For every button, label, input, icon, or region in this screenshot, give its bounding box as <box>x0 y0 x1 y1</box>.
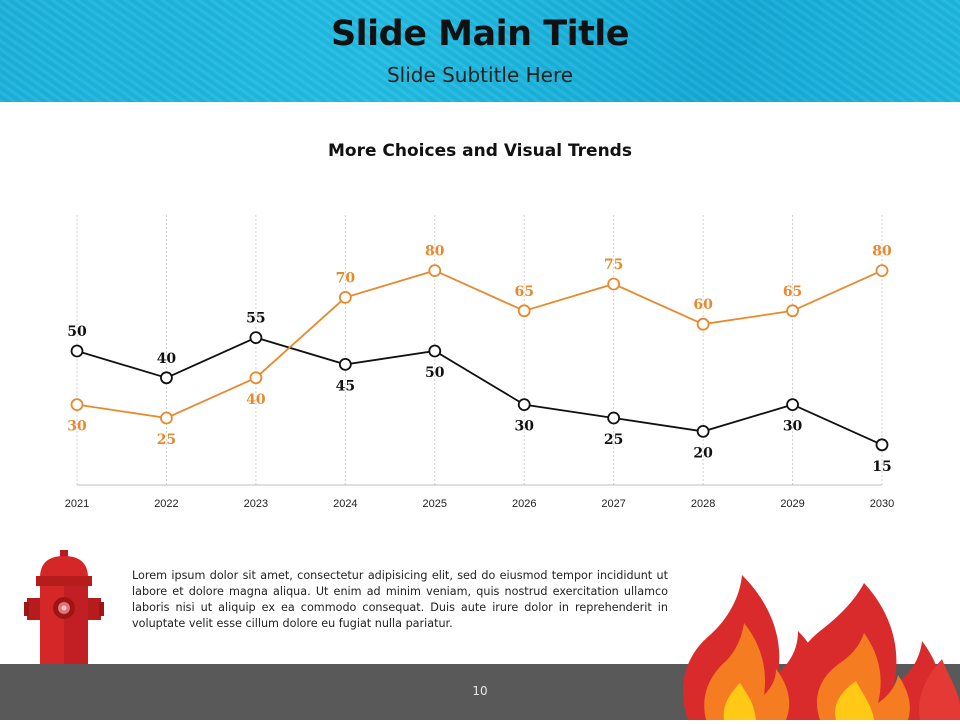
data-point <box>875 438 889 452</box>
data-label: 80 <box>425 244 445 260</box>
data-label: 70 <box>336 270 356 286</box>
slide-subtitle: Slide Subtitle Here <box>386 63 574 87</box>
data-label: 25 <box>604 432 623 448</box>
data-point <box>249 371 263 385</box>
x-tick-label: 2025 <box>423 498 447 510</box>
data-label: 55 <box>246 311 265 327</box>
x-tick-label: 2027 <box>601 498 625 510</box>
data-label: 45 <box>336 378 355 394</box>
data-label: 40 <box>157 351 177 367</box>
header-banner <box>0 0 960 102</box>
data-label: 80 <box>872 244 892 260</box>
x-tick-label: 2028 <box>691 498 715 510</box>
fire-hydrant-icon <box>24 548 104 670</box>
data-label: 40 <box>246 392 266 408</box>
data-label: 20 <box>693 445 713 461</box>
page-number: 10 <box>472 684 488 698</box>
data-point <box>428 344 442 358</box>
data-point <box>338 357 352 371</box>
data-label: 25 <box>157 432 176 448</box>
data-label: 30 <box>783 419 803 435</box>
slide-title: Slide Main Title <box>330 14 630 54</box>
series-line <box>76 336 883 446</box>
body-text: Lorem ipsum dolor sit amet, consectetur … <box>132 569 668 630</box>
series-line <box>76 269 883 419</box>
data-point <box>875 264 889 278</box>
data-point <box>70 344 84 358</box>
data-label: 65 <box>783 284 802 300</box>
x-tick-label: 2021 <box>65 498 89 510</box>
data-point <box>428 264 442 278</box>
x-tick-label: 2024 <box>333 498 357 510</box>
data-point <box>160 371 173 385</box>
data-point <box>160 411 173 425</box>
data-point <box>70 398 84 412</box>
data-point <box>338 290 352 304</box>
data-point <box>517 398 531 412</box>
data-label: 75 <box>604 257 623 273</box>
data-point <box>607 411 621 425</box>
data-label: 50 <box>425 365 445 381</box>
data-point <box>786 304 799 318</box>
data-label: 60 <box>693 297 713 313</box>
line-chart: 2021 2022 2023 2024 2025 2026 2027 2028 2029 2030… <box>65 215 894 510</box>
data-point <box>696 317 710 331</box>
x-tick-label: 2030 <box>870 498 894 510</box>
data-label: 30 <box>514 419 534 435</box>
chart-title: More Choices and Visual Trends <box>328 141 632 161</box>
data-label: 50 <box>67 324 87 340</box>
x-tick-label: 2023 <box>244 498 268 510</box>
data-point <box>249 331 263 345</box>
data-label: 65 <box>514 284 533 300</box>
x-tick-label: 2022 <box>154 498 178 510</box>
data-point <box>696 424 710 438</box>
x-tick-label: 2026 <box>512 498 536 510</box>
data-label: 15 <box>872 459 891 475</box>
flames-icon <box>680 575 960 724</box>
x-tick-label: 2029 <box>780 498 804 510</box>
data-point <box>786 398 799 412</box>
data-label: 30 <box>67 419 87 435</box>
data-point <box>607 277 621 291</box>
data-point <box>517 304 531 318</box>
